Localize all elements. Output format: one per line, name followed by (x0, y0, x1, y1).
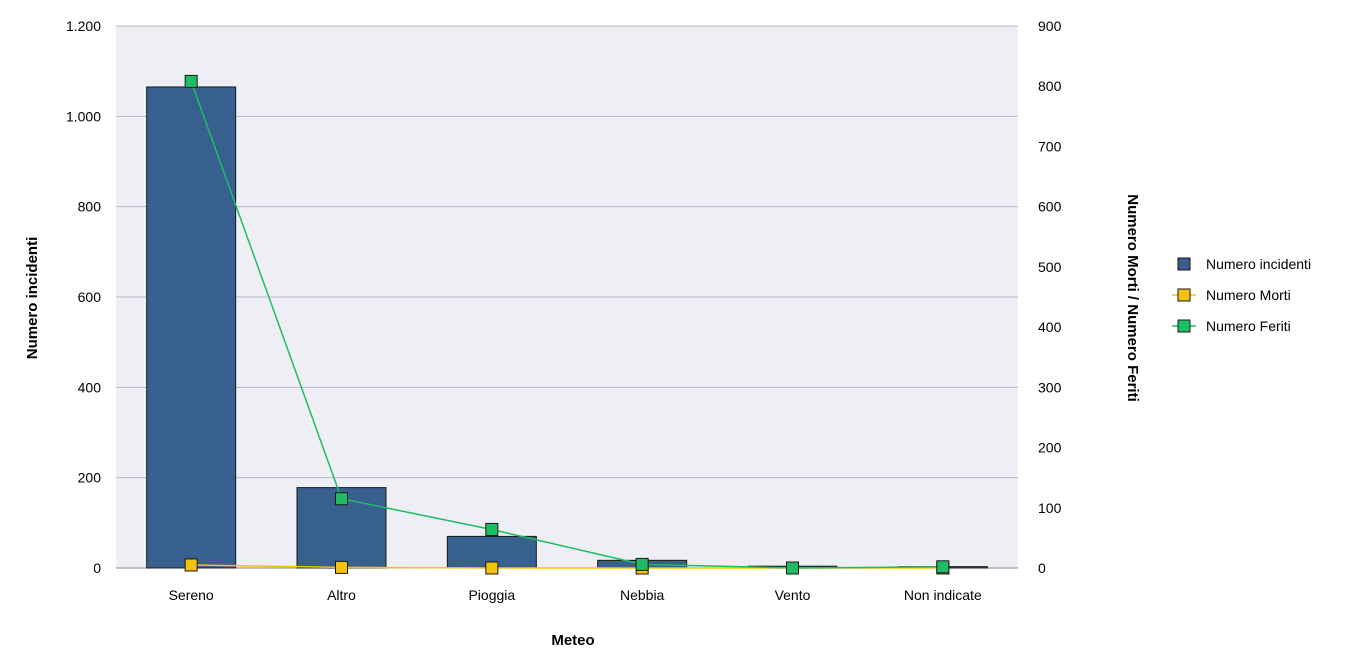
left-tick-label: 600 (78, 289, 102, 305)
line-series (184, 74, 950, 575)
left-tick-label: 400 (78, 379, 102, 395)
x-tick-label: Non indicate (904, 587, 982, 603)
legend: Numero incidenti Numero Morti Numero Ferit… (1172, 256, 1311, 334)
series-marker (485, 561, 499, 575)
right-tick-label: 700 (1038, 138, 1062, 154)
legend-label: Numero incidenti (1206, 256, 1311, 272)
series-marker (936, 560, 950, 574)
left-tick-label: 0 (93, 560, 101, 576)
x-tick-label: Pioggia (468, 587, 515, 603)
right-tick-label: 400 (1038, 319, 1062, 335)
series-line (190, 81, 943, 569)
left-tick-label: 1.200 (66, 18, 101, 34)
series-marker (184, 558, 198, 572)
legend-item: Numero Morti (1172, 287, 1291, 303)
series-marker (184, 74, 198, 88)
x-tick-label: Sereno (169, 587, 214, 603)
series-marker (635, 557, 649, 571)
right-tick-label: 600 (1038, 199, 1062, 215)
legend-label: Numero Feriti (1206, 318, 1291, 334)
left-axis-title: Numero incidenti (24, 237, 41, 360)
right-tick-label: 800 (1038, 78, 1062, 94)
left-tick-label: 200 (78, 470, 102, 486)
legend-swatch (1177, 319, 1191, 333)
left-tick-label: 800 (78, 199, 102, 215)
left-axis-ticks: 0 200 400 600 800 1.000 1.200 (66, 18, 101, 576)
right-axis-title: Numero Morti / Numero Feriti (1124, 194, 1141, 402)
right-tick-label: 200 (1038, 440, 1062, 456)
right-tick-label: 0 (1038, 560, 1046, 576)
right-tick-label: 900 (1038, 18, 1062, 34)
legend-swatch (1177, 288, 1191, 302)
series-marker (335, 560, 348, 574)
right-tick-label: 100 (1038, 500, 1062, 516)
x-tick-label: Nebbia (620, 587, 665, 603)
legend-item: Numero Feriti (1172, 318, 1291, 334)
x-axis-title: Meteo (551, 632, 594, 649)
series-marker (786, 561, 799, 575)
series-marker (485, 522, 499, 536)
legend-label: Numero Morti (1206, 287, 1291, 303)
right-axis-ticks: 0 100 200 300 400 500 600 700 800 900 (1038, 18, 1062, 576)
x-tick-label: Vento (775, 587, 811, 603)
legend-swatch (1177, 257, 1191, 271)
right-tick-label: 500 (1038, 259, 1062, 275)
left-tick-label: 1.000 (66, 108, 101, 124)
x-tick-label: Altro (327, 587, 356, 603)
bar (146, 86, 237, 569)
series-marker (335, 492, 348, 506)
legend-item: Numero incidenti (1177, 256, 1311, 272)
x-axis-ticks: Sereno Altro Pioggia Nebbia Vento Non indicat… (169, 587, 982, 603)
right-tick-label: 300 (1038, 379, 1062, 395)
